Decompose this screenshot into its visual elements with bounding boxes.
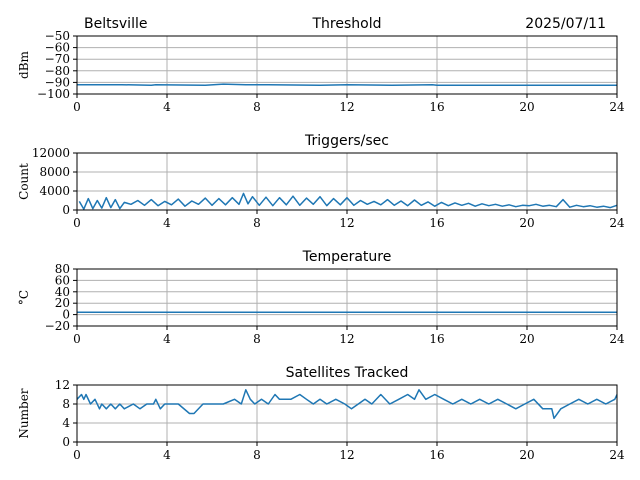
panel-title: Triggers/sec <box>304 133 389 149</box>
chart-panels: 0 4 8 12 16 20 24 −100−90−80−70−60−50 Threshold d… <box>17 16 625 462</box>
x-tick-label: 20 <box>519 332 534 346</box>
date-label: 2025/07/11 <box>525 16 606 32</box>
y-tick-label: −50 <box>45 29 70 43</box>
y-tick-label: 0 <box>62 435 70 449</box>
x-tick-label: 4 <box>163 100 171 114</box>
y-tick-label: 60 <box>55 273 70 287</box>
x-tick-label: 24 <box>609 100 625 114</box>
x-tick-label: 8 <box>253 100 261 114</box>
panel-2: 0 4 8 12 16 20 24 0 4000 8000 12000 Triggers/sec Cou… <box>17 133 625 230</box>
x-tick-label: 0 <box>73 216 81 230</box>
y-axis-label: Count <box>17 163 31 200</box>
x-tick-label: 4 <box>163 448 171 462</box>
x-tick-label: 16 <box>429 448 444 462</box>
panel-title: Threshold <box>312 16 382 32</box>
x-tick-label: 4 <box>163 216 171 230</box>
y-tick-label: 12000 <box>32 146 70 160</box>
y-tick-label: 0 <box>62 203 70 217</box>
y-tick-label: 8000 <box>39 165 70 179</box>
panel-1: 0 4 8 12 16 20 24 −100−90−80−70−60−50 Threshold d… <box>17 16 625 114</box>
x-tick-label: 20 <box>519 448 534 462</box>
y-tick-label: 80 <box>55 262 70 276</box>
x-tick-label: 0 <box>73 332 81 346</box>
y-tick-label: 0 <box>62 308 70 322</box>
x-tick-label: 12 <box>339 332 354 346</box>
x-tick-label: 16 <box>429 216 444 230</box>
x-tick-label: 12 <box>339 100 354 114</box>
panel-title: Temperature <box>302 249 392 265</box>
x-tick-label: 20 <box>519 100 534 114</box>
y-tick-label: −60 <box>45 41 70 55</box>
location-label: Beltsville <box>84 16 147 32</box>
panel-title: Satellites Tracked <box>286 365 409 381</box>
y-tick-label: 40 <box>55 285 70 299</box>
y-tick-label: −20 <box>45 319 70 333</box>
x-tick-label: 4 <box>163 332 171 346</box>
series-line-1 <box>76 389 618 420</box>
x-tick-label: 20 <box>519 216 534 230</box>
x-tick-label: 0 <box>73 448 81 462</box>
panel-4: 0 4 8 12 16 20 24 0 4 8 12 Satellites Tracked Number <box>17 365 625 462</box>
x-tick-label: 24 <box>609 216 625 230</box>
x-tick-label: 8 <box>253 332 261 346</box>
y-tick-label: 20 <box>55 296 70 310</box>
x-tick-label: 16 <box>429 100 444 114</box>
series-line-1 <box>78 192 618 210</box>
x-tick-label: 12 <box>339 448 354 462</box>
x-tick-label: 24 <box>609 332 625 346</box>
x-tick-label: 24 <box>609 448 625 462</box>
y-tick-label: −90 <box>45 75 70 89</box>
series-line-1 <box>77 83 617 87</box>
x-tick-label: 8 <box>253 448 261 462</box>
y-axis-label: °C <box>17 290 31 305</box>
y-tick-label: 4000 <box>39 184 70 198</box>
x-tick-label: 0 <box>73 100 81 114</box>
x-tick-label: 16 <box>429 332 444 346</box>
x-tick-label: 8 <box>253 216 261 230</box>
y-axis-label: Number <box>17 388 31 438</box>
y-tick-label: −80 <box>45 64 70 78</box>
y-tick-label: 8 <box>62 397 70 411</box>
y-tick-label: −70 <box>45 52 70 66</box>
y-tick-label: 12 <box>55 378 70 392</box>
y-axis-label: dBm <box>17 50 31 79</box>
y-tick-label: 4 <box>62 416 70 430</box>
x-tick-label: 12 <box>339 216 354 230</box>
y-tick-label: −100 <box>37 87 70 101</box>
